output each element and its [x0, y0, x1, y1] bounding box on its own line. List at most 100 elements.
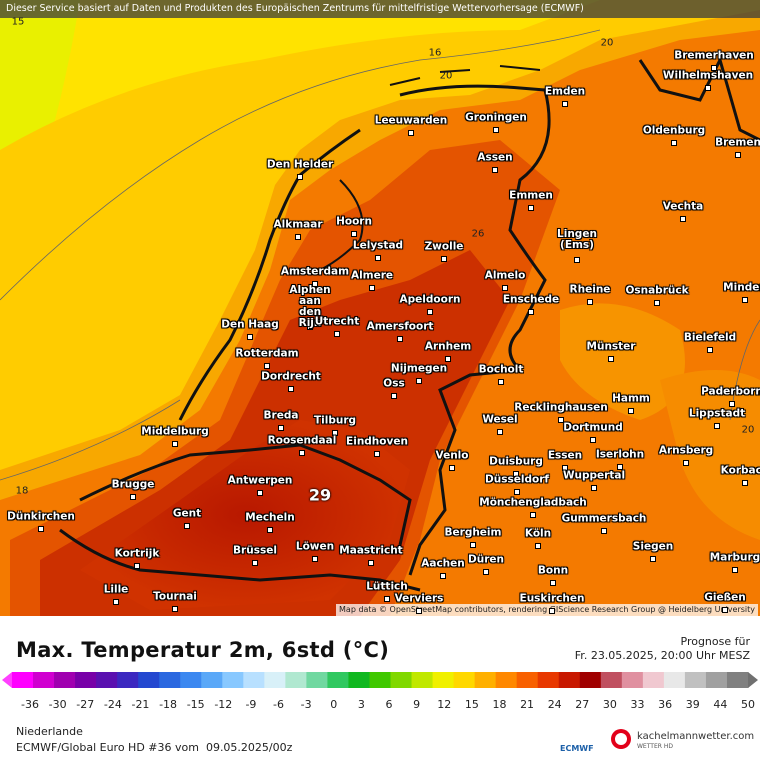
city-label: Brugge	[111, 478, 155, 491]
city-label: Mecheln	[245, 511, 295, 524]
city-label: Münster	[586, 340, 636, 353]
region: Niederlande	[16, 725, 83, 738]
city-label: Minden	[723, 281, 760, 294]
city-marker	[492, 167, 498, 173]
city-marker	[445, 356, 451, 362]
city-marker	[714, 423, 720, 429]
colorbar-segment	[33, 672, 55, 688]
city-marker	[384, 596, 390, 602]
city-label: Hamm	[612, 392, 650, 405]
city-label: Tilburg	[313, 414, 357, 427]
city-marker	[617, 464, 623, 470]
colorbar-tick-label: 30	[603, 698, 617, 711]
city-marker	[680, 216, 686, 222]
colorbar-segment	[138, 672, 160, 688]
city-label: Bielefeld	[683, 331, 737, 344]
city-label: Middelburg	[141, 425, 209, 438]
colorbar-segment	[432, 672, 455, 688]
city-label: Leeuwarden	[374, 114, 448, 127]
kachelmann-subtitle: WETTER HD	[637, 743, 673, 750]
city-label: Groningen	[465, 111, 527, 124]
city-label: Hoorn	[336, 215, 372, 228]
city-marker	[742, 297, 748, 303]
city-label: Bonn	[537, 564, 569, 577]
city-marker	[267, 527, 273, 533]
city-label: Almere	[350, 269, 394, 282]
city-label: Alkmaar	[273, 218, 323, 231]
city-marker	[134, 563, 140, 569]
city-label: Düren	[468, 553, 504, 566]
city-label: Wuppertal	[562, 469, 626, 482]
isotherm-label: 16	[428, 47, 442, 59]
colorbar-tick-label: -36	[21, 698, 39, 711]
city-marker	[735, 152, 741, 158]
colorbar-arrow	[748, 672, 758, 688]
city-label: Marburg	[709, 551, 760, 564]
isotherm-label: 26	[471, 228, 485, 240]
colorbar-segment	[54, 672, 76, 688]
colorbar-tick-label: 50	[741, 698, 755, 711]
city-label: Iserlohn	[595, 448, 645, 461]
city-marker	[528, 309, 534, 315]
city-marker	[375, 255, 381, 261]
city-marker	[587, 299, 593, 305]
colorbar-tick-label: -9	[245, 698, 256, 711]
city-marker	[416, 608, 422, 614]
city-marker	[497, 429, 503, 435]
city-marker	[441, 256, 447, 262]
colorbar-tick-label: 9	[413, 698, 420, 711]
city-label: Brüssel	[233, 544, 277, 557]
city-label: Wesel	[482, 413, 518, 426]
city-marker	[574, 257, 580, 263]
city-label: Gießen	[704, 591, 746, 604]
colorbar-segment	[537, 672, 560, 688]
colorbar-tick-label: 15	[465, 698, 479, 711]
city-marker	[742, 480, 748, 486]
model-run: ECMWF/Global Euro HD #36 vom 09.05.2025/…	[16, 741, 293, 754]
city-marker	[295, 234, 301, 240]
city-marker	[705, 85, 711, 91]
city-label: Verviers	[394, 592, 444, 605]
city-marker	[549, 608, 555, 614]
city-label: Korbach	[720, 464, 760, 477]
city-marker	[334, 331, 340, 337]
city-label: Breda	[263, 409, 299, 422]
city-label: Düsseldorf	[485, 473, 549, 486]
colorbar-segment	[621, 672, 644, 688]
city-marker	[130, 494, 136, 500]
city-label: Bremerhaven	[674, 49, 754, 62]
city-marker	[707, 347, 713, 353]
colorbar-tick-label: 24	[548, 698, 562, 711]
city-label: Wilhelmshaven	[662, 69, 754, 82]
city-marker	[184, 523, 190, 529]
colorbar-tick-label: 21	[520, 698, 534, 711]
colorbar-segment	[75, 672, 97, 688]
city-label: Vechta	[662, 200, 704, 213]
colorbar-segment	[474, 672, 497, 688]
city-label: Alphen aan den Rijn	[289, 284, 331, 329]
city-marker	[38, 526, 44, 532]
colorbar-segment	[117, 672, 139, 688]
city-label: Lelystad	[352, 239, 404, 252]
colorbar-tick-label: -3	[301, 698, 312, 711]
ecmwf-logo: ECMWF	[560, 744, 594, 753]
city-label: Siegen	[632, 540, 674, 553]
city-marker	[252, 560, 258, 566]
city-marker	[374, 451, 380, 457]
city-marker	[514, 489, 520, 495]
colorbar-tick-label: -18	[159, 698, 177, 711]
colorbar-tick-label: 6	[386, 698, 393, 711]
city-label: Dortmund	[563, 421, 623, 434]
city-label: Löwen	[295, 540, 335, 553]
city-marker	[628, 408, 634, 414]
colorbar-segment	[663, 672, 686, 688]
city-marker	[351, 231, 357, 237]
colorbar-segment	[348, 672, 370, 688]
city-label: Osnabrück	[625, 284, 689, 297]
colorbar-segment	[159, 672, 181, 688]
city-marker	[711, 65, 717, 71]
city-marker	[172, 441, 178, 447]
city-marker	[307, 324, 313, 330]
colorbar-arrow	[2, 672, 12, 688]
forecast-label: Prognose für	[680, 635, 751, 648]
